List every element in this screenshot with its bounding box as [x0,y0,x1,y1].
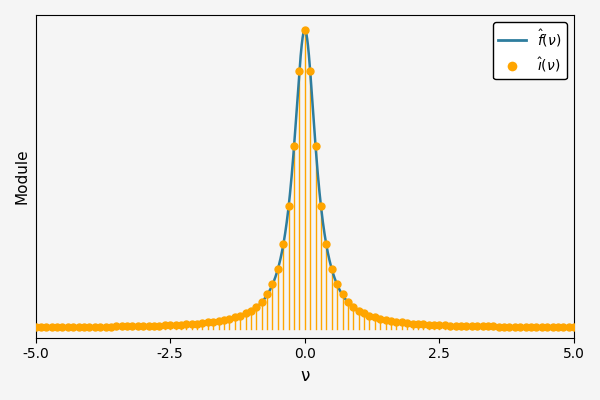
X-axis label: ν: ν [300,367,310,385]
Legend: $\hat{f}(\nu)$, $\hat{\imath}(\nu)$: $\hat{f}(\nu)$, $\hat{\imath}(\nu)$ [493,22,567,80]
Y-axis label: Module: Module [15,148,30,204]
